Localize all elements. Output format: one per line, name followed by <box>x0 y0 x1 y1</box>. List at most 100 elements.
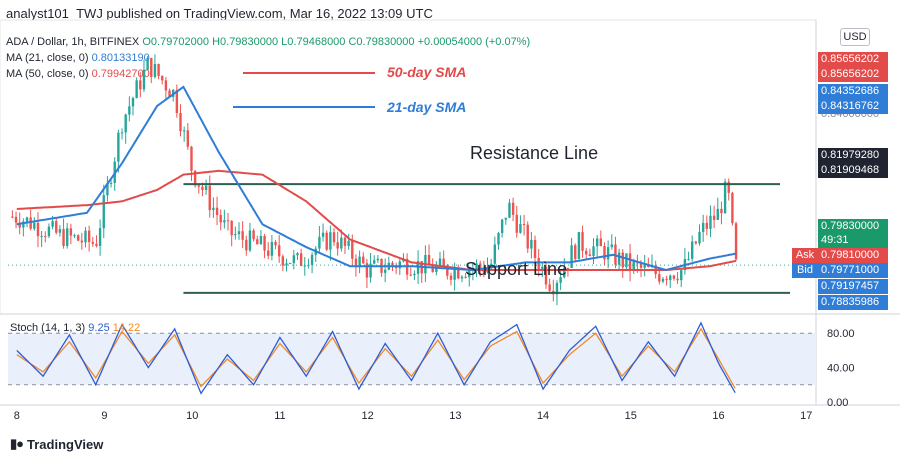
tradingview-brand-text: TradingView <box>27 436 104 452</box>
candle-body <box>259 235 263 245</box>
candle-body <box>709 215 712 229</box>
price-tag-low-2: 0.78835986 <box>818 295 888 310</box>
x-tick-label: 11 <box>274 410 285 422</box>
candle-body <box>603 246 606 260</box>
candle-body <box>453 268 456 280</box>
candle-body <box>504 217 507 220</box>
candle-body <box>241 231 244 240</box>
candle-body <box>62 229 65 246</box>
price-tag-resistance-2: 0.81909468 <box>818 163 888 178</box>
candle-body <box>354 258 358 268</box>
candle-body <box>106 183 109 196</box>
x-tick-label: 10 <box>186 410 198 422</box>
candle-body <box>592 246 595 257</box>
candle-body <box>723 181 727 214</box>
publisher-header: analyst101_TWJ published on TradingView.… <box>6 6 433 21</box>
candle-body <box>168 90 171 97</box>
sma50-annotation: 50-day SMA <box>387 64 467 80</box>
symbol-pair[interactable]: ADA / Dollar, 1h, BITFINEX <box>6 36 140 48</box>
candle-body <box>720 208 723 214</box>
candle-body <box>373 260 376 264</box>
candle-body <box>135 80 138 99</box>
candle-body <box>508 202 511 218</box>
resistance-annotation: Resistance Line <box>470 143 599 163</box>
ma21-value: 0.80133190 <box>91 52 150 64</box>
candle-body <box>533 239 537 259</box>
candle-body <box>497 233 500 245</box>
candle-body <box>256 239 259 245</box>
candle-body <box>66 228 69 246</box>
candle-body <box>632 261 635 271</box>
candle-body <box>14 216 18 223</box>
candle-body <box>51 221 54 227</box>
x-tick-label: 8 <box>14 410 20 422</box>
candle-body <box>157 64 160 76</box>
candle-body <box>208 185 211 211</box>
candle-body <box>519 223 522 233</box>
ask-label: Ask <box>792 248 818 263</box>
candle-body <box>179 112 182 132</box>
candle-body <box>87 230 91 242</box>
currency-button[interactable]: USD <box>840 28 870 46</box>
candle-body <box>186 130 190 147</box>
sma21-annotation: 21-day SMA <box>387 99 467 115</box>
candle-body <box>358 256 361 268</box>
support-annotation: Support Line <box>465 259 568 279</box>
candle-body <box>460 276 464 279</box>
ma21-legend[interactable]: MA (21, close, 0) 0.80133190 <box>6 52 150 64</box>
candle-body <box>340 237 343 249</box>
candle-body <box>44 236 47 238</box>
candle-body <box>427 255 431 266</box>
candle-body <box>22 221 25 228</box>
price-tag-sma50-high: 0.85656202 <box>818 52 888 67</box>
candle-body <box>226 220 230 222</box>
candle-body <box>468 270 471 278</box>
candle-body <box>124 114 127 133</box>
candle-body <box>109 182 113 184</box>
candle-body <box>292 255 296 264</box>
candle-body <box>493 244 497 264</box>
stoch-legend[interactable]: Stoch (14, 1, 3) 9.25 14.22 <box>10 322 140 334</box>
candle-body <box>599 238 603 247</box>
candle-body <box>511 202 515 215</box>
price-tag-sma21-high: 0.84352686 <box>818 84 888 99</box>
candle-body <box>362 256 365 264</box>
candle-body <box>489 263 493 268</box>
candle-body <box>595 238 599 247</box>
candle-body <box>526 224 529 249</box>
x-tick-label: 17 <box>800 410 812 422</box>
price-tag-resistance: 0.81979280 <box>818 148 888 163</box>
candle-body <box>117 132 120 162</box>
candle-body <box>398 261 402 269</box>
candle-body <box>409 274 412 276</box>
ma50-legend[interactable]: MA (50, close, 0) 0.79942700 <box>6 68 150 80</box>
candle-body <box>33 222 36 229</box>
candle-body <box>18 222 21 228</box>
candle-body <box>329 232 332 250</box>
candle-body <box>270 241 274 256</box>
candle-body <box>500 219 504 234</box>
candle-body <box>281 256 285 266</box>
candle-body <box>515 214 518 233</box>
symbol-ohlc-legend: ADA / Dollar, 1h, BITFINEX O0.79702000 H… <box>6 36 530 48</box>
candle-body <box>570 245 573 269</box>
candle-body <box>299 253 303 266</box>
ma50-label: MA (50, close, 0) <box>6 68 89 80</box>
candle-body <box>47 226 51 237</box>
ma50-value: 0.79942700 <box>91 68 150 80</box>
candle-body <box>146 57 149 70</box>
stoch-y-tick-label: 0.00 <box>827 397 848 409</box>
candle-body <box>182 130 186 132</box>
candle-body <box>69 228 73 236</box>
candle-body <box>102 195 105 229</box>
stoch-y-tick-label: 40.00 <box>827 363 855 375</box>
candle-body <box>457 268 460 279</box>
tradingview-brand[interactable]: ▮● TradingView <box>10 436 103 452</box>
candle-body <box>610 244 613 248</box>
candle-body <box>522 223 526 225</box>
candle-body <box>351 240 354 259</box>
candle-body <box>658 274 661 282</box>
candle-body <box>687 258 690 260</box>
price-tag-last: 0.79830000 <box>818 219 888 234</box>
